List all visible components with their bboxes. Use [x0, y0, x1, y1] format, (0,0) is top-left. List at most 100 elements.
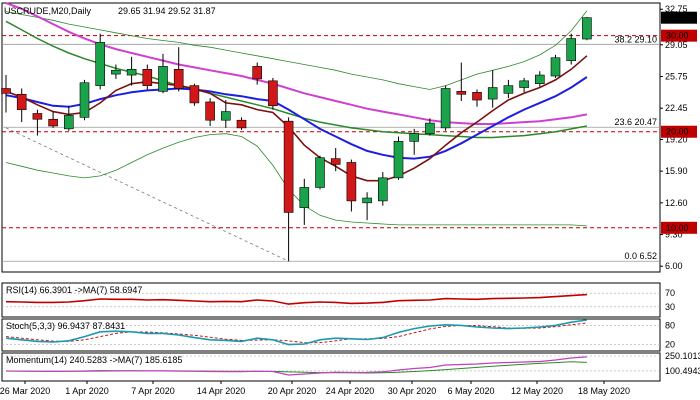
candle-body	[64, 115, 74, 130]
indicator-panel-stoch: 80 20 Stoch(5,3,3) 96.9437 87.8431	[1, 318, 675, 352]
candle-body	[48, 118, 58, 127]
candle	[268, 77, 278, 110]
y-tick-label: 12.60	[665, 198, 688, 208]
candle	[456, 62, 467, 101]
indicator-tick-label: 250.1013	[665, 351, 700, 361]
candle-body	[189, 85, 200, 104]
y-tick-label: 6.00	[665, 261, 683, 271]
x-tick-label: 18 May 2020	[578, 386, 630, 396]
main-frame	[1, 2, 661, 273]
y-tick-label: 22.45	[665, 103, 688, 113]
candle	[315, 155, 325, 190]
y-tick-label: 15.90	[665, 166, 688, 176]
candle-body	[503, 85, 514, 94]
candle-body	[111, 69, 121, 75]
indicator-tick-label: 30	[665, 302, 675, 312]
level-tag	[661, 125, 697, 138]
level-label: 30.00	[666, 31, 689, 41]
candle-body	[330, 158, 341, 165]
indicator-tick-label: 80	[665, 320, 675, 330]
candle	[487, 70, 498, 108]
indicator-tick-label: 20	[665, 340, 675, 350]
candle-body	[16, 93, 27, 110]
candle	[48, 111, 58, 128]
candle-body	[456, 91, 467, 95]
rsi-line	[5, 293, 587, 305]
indicator-panel-rsi: 70 30 RSI(14) 66.3901 ->MA(7) 58.6947	[1, 282, 675, 318]
candle	[111, 64, 121, 79]
candle	[32, 109, 43, 136]
level-tag	[661, 221, 697, 234]
candle	[173, 47, 184, 92]
candle	[205, 98, 215, 126]
candle-body	[173, 68, 184, 89]
y-tick-label: 25.75	[665, 71, 688, 81]
candle	[409, 128, 420, 155]
candle	[221, 100, 231, 128]
candle	[283, 117, 294, 262]
candle	[330, 148, 341, 172]
indicator-label: Momentum(14) 240.5283 ->MA(7) 185.6185	[6, 355, 182, 365]
candle-body	[409, 133, 420, 142]
price-tag-label: 31.87	[666, 13, 689, 23]
level-tag	[661, 29, 697, 42]
dashed-trendline	[5, 127, 289, 262]
momentum-line	[5, 356, 587, 376]
candle-body	[79, 82, 90, 118]
candle-body	[221, 111, 231, 121]
candle	[189, 83, 200, 106]
symbol-label: USCRUDE,M20,Daily	[4, 6, 92, 16]
candle	[79, 79, 90, 121]
candle	[346, 159, 357, 212]
candle-body	[142, 68, 153, 86]
y-tick-label: 32.75	[665, 4, 688, 14]
candle	[425, 118, 435, 136]
candle	[534, 71, 545, 87]
candle-body	[519, 80, 529, 88]
ma-mid-line	[5, 76, 588, 160]
x-tick-label: 24 Apr 2020	[326, 386, 375, 396]
indicator-frame	[1, 352, 661, 382]
candle-body	[205, 101, 215, 121]
x-tick-label: 1 Apr 2020	[65, 386, 109, 396]
candle	[550, 54, 561, 78]
candle-body	[440, 88, 451, 129]
stoch-signal-line	[5, 322, 587, 344]
x-tick-label: 20 Apr 2020	[268, 386, 317, 396]
fib-label: 0.0 6.52	[624, 251, 657, 261]
candle	[16, 88, 27, 123]
main-panel: 32.75 29.05 25.75 22.45 19.20 15.90 12.60 9.30 6…	[1, 2, 697, 273]
y-tick-label: 19.20	[665, 134, 688, 144]
candle	[566, 33, 577, 65]
candle-body	[487, 87, 498, 100]
y-tick-label: 9.30	[665, 230, 683, 240]
level-label: 20.00	[666, 127, 689, 137]
candle-body	[472, 92, 482, 101]
candle	[95, 33, 105, 90]
candle-body	[252, 66, 262, 80]
candle-body	[550, 57, 561, 77]
indicator-frame	[1, 282, 661, 318]
ohlc-values: 29.65 31.94 29.52 31.87	[118, 6, 216, 16]
candle-body	[299, 187, 310, 208]
candle-body	[158, 66, 168, 92]
candle-body	[377, 177, 388, 202]
candle-body	[315, 157, 325, 188]
x-tick-label: 12 May 2020	[511, 386, 563, 396]
level-label: 10.00	[666, 223, 689, 233]
candle	[582, 17, 592, 41]
x-tick-label: 30 Apr 2020	[388, 386, 437, 396]
candle	[126, 56, 137, 86]
candle	[393, 136, 404, 180]
candle	[236, 117, 247, 130]
x-tick-label: 7 Apr 2020	[131, 386, 175, 396]
candle-body	[95, 42, 105, 86]
ma-fast-line	[5, 55, 588, 182]
indicator-tick-label: 100.4943	[665, 366, 700, 376]
candle-body	[268, 80, 278, 107]
candle	[142, 64, 153, 90]
candle-body	[346, 162, 357, 202]
candle-body	[534, 74, 545, 85]
indicator-label: RSI(14) 66.3901 ->MA(7) 58.6947	[6, 285, 142, 295]
